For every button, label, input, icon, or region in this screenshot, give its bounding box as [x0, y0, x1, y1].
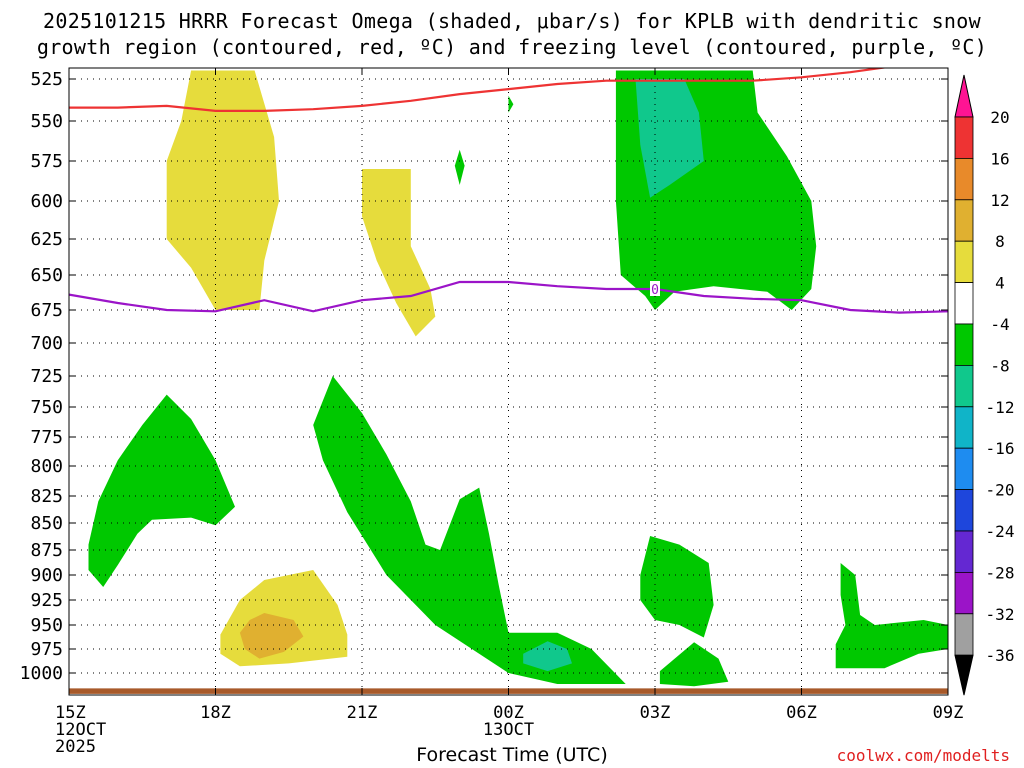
colorbar: 20 16 12 8 4 -4 -8 -12 -16 -20 -24 -28 -32 -36	[954, 74, 1015, 696]
x-tick-label-33-0: 09Z	[933, 703, 964, 723]
x-tick-label-24-0: 00Z	[493, 703, 524, 723]
y-tick-label-850: 850	[30, 513, 63, 534]
colorbar-label-1: 16	[990, 149, 1009, 168]
site-credit: coolwx.com/modelts	[836, 746, 1010, 765]
y-tick-label-950: 950	[30, 615, 63, 636]
dgz-red-contour	[69, 68, 889, 113]
y-tick-label-525: 525	[30, 69, 63, 90]
colorbar-label-2: 12	[990, 191, 1009, 210]
upward-4to8-f	[640, 536, 714, 638]
colorbar-label-7: -12	[986, 398, 1015, 417]
x-tick-label-15-1: 12OCT	[55, 720, 106, 740]
y-tick-label-700: 700	[30, 333, 63, 354]
y-tick-label-975: 975	[30, 639, 63, 660]
y-tick-label-825: 825	[30, 486, 63, 507]
colorbar-swatch-2	[954, 157, 974, 201]
colorbar-top-triangle	[954, 74, 974, 118]
downward-4to8-b	[362, 169, 436, 337]
colorbar-swatch-10	[954, 489, 974, 532]
x-tick-label-15-0: 15Z	[55, 703, 86, 723]
x-tick-label-21-0: 21Z	[347, 703, 378, 723]
chart-title-line1: 2025101215 HRRR Forecast Omega (shaded, …	[43, 9, 981, 33]
y-tick-label-575: 575	[30, 151, 63, 172]
y-tick-label-775: 775	[30, 427, 63, 448]
colorbar-swatch-1	[954, 116, 974, 159]
colorbar-swatch-8	[954, 406, 974, 449]
upward-4to8-b	[508, 95, 514, 113]
x-tick-label-18-0: 18Z	[200, 703, 231, 723]
colorbar-swatch-12	[954, 572, 974, 615]
freezing-level-label: 0	[651, 283, 659, 298]
colorbar-label-5: -4	[990, 315, 1009, 334]
downward-4to8-a	[166, 70, 279, 310]
colorbar-swatch-7	[954, 364, 974, 408]
y-tick-label-800: 800	[30, 456, 63, 477]
upward-4to8-h	[835, 563, 948, 669]
colorbar-swatch-11	[954, 530, 974, 573]
y-tick-label-650: 650	[30, 265, 63, 286]
x-tick-label-27-0: 03Z	[640, 703, 671, 723]
colorbar-label-10: -24	[986, 522, 1015, 541]
freezing-label-bg	[650, 281, 660, 296]
y-tick-label-550: 550	[30, 111, 63, 132]
pressure-axis: 525 550 575 600 625 650 675 700 725 750 775 800 825 8…	[20, 69, 948, 684]
y-tick-label-900: 900	[30, 565, 63, 586]
colorbar-swatch-13	[954, 613, 974, 656]
colorbar-bottom-triangle	[954, 654, 974, 696]
colorbar-label-9: -20	[986, 481, 1015, 500]
colorbar-label-13: -36	[986, 646, 1015, 665]
colorbar-label-8: -16	[986, 439, 1015, 458]
y-tick-label-875: 875	[30, 540, 63, 561]
y-tick-label-1000: 1000	[20, 663, 63, 684]
colorbar-swatch-4	[954, 240, 974, 283]
upward-8to12-b	[523, 641, 572, 672]
upward-4to8-g	[659, 642, 729, 687]
colorbar-label-4: 4	[995, 274, 1005, 293]
upward-4to8-c	[454, 149, 465, 185]
colorbar-label-6: -8	[990, 356, 1009, 375]
x-tick-label-30-0: 06Z	[786, 703, 817, 723]
colorbar-swatch-9	[954, 447, 974, 491]
x-axis-title: Forecast Time (UTC)	[416, 744, 608, 766]
x-tick-label-24-1: 13OCT	[483, 720, 534, 740]
colorbar-label-11: -28	[986, 563, 1015, 582]
colorbar-swatch-6	[954, 323, 974, 366]
colorbar-label-12: -32	[986, 605, 1015, 624]
chart-title: 2025101215 HRRR Forecast Omega (shaded, …	[0, 8, 1024, 60]
y-tick-label-675: 675	[30, 300, 63, 321]
colorbar-label-0: 20	[990, 108, 1009, 127]
chart-title-line2: growth region (contoured, red, ºC) and f…	[36, 35, 988, 59]
dotted-grid	[69, 68, 948, 695]
contour-lines: 0	[69, 68, 948, 314]
upward-8to12-a	[635, 79, 704, 198]
y-tick-label-725: 725	[30, 366, 63, 387]
freezing-level-contour	[69, 280, 948, 314]
colorbar-swatch-5	[954, 282, 974, 325]
y-tick-label-625: 625	[30, 229, 63, 250]
upward-4to8-d	[88, 394, 235, 587]
y-tick-label-925: 925	[30, 590, 63, 611]
y-tick-label-600: 600	[30, 191, 63, 212]
downward-8to12-a	[239, 613, 304, 659]
colorbar-swatch-3	[954, 199, 974, 242]
x-tick-label-15-2: 2025	[55, 737, 96, 757]
upward-4to8-e	[313, 376, 626, 684]
y-tick-label-750: 750	[30, 397, 63, 418]
colorbar-label-3: 8	[995, 232, 1005, 251]
